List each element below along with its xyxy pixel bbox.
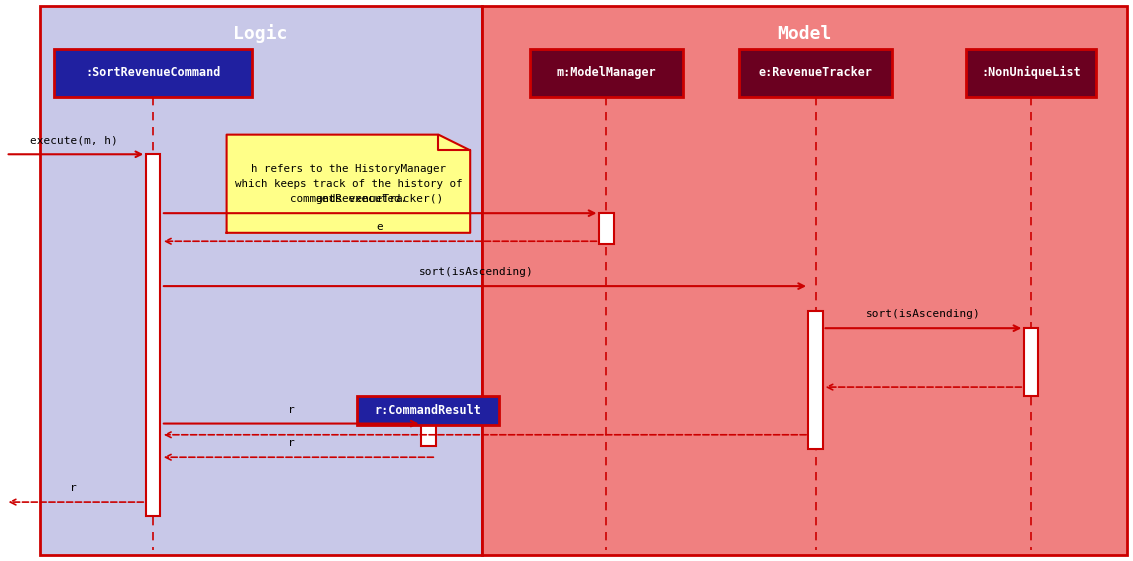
Text: Logic: Logic bbox=[233, 24, 288, 43]
Bar bbox=[482, 6, 1127, 555]
Bar bbox=[54, 49, 252, 96]
Text: e:RevenueTracker: e:RevenueTracker bbox=[759, 66, 872, 80]
Text: r: r bbox=[288, 438, 295, 448]
Bar bbox=[965, 49, 1097, 96]
Text: r: r bbox=[288, 404, 295, 415]
Bar bbox=[809, 311, 823, 449]
Bar bbox=[421, 412, 435, 446]
Bar bbox=[40, 6, 482, 555]
Bar bbox=[739, 49, 893, 96]
Bar bbox=[1024, 328, 1039, 396]
Polygon shape bbox=[227, 135, 470, 233]
Text: h refers to the HistoryManager
which keeps track of the history of
commands exec: h refers to the HistoryManager which kee… bbox=[235, 164, 462, 204]
Bar bbox=[358, 396, 499, 425]
Bar bbox=[599, 213, 614, 244]
Bar bbox=[530, 49, 682, 96]
Text: Model: Model bbox=[777, 25, 832, 43]
Text: e: e bbox=[376, 222, 383, 232]
Text: :NonUniqueList: :NonUniqueList bbox=[981, 66, 1081, 80]
Text: r: r bbox=[70, 483, 77, 493]
Text: sort(isAscending): sort(isAscending) bbox=[866, 309, 981, 319]
Text: :SortRevenueCommand: :SortRevenueCommand bbox=[85, 66, 221, 80]
Text: getRevenueTracker(): getRevenueTracker() bbox=[315, 194, 444, 204]
Text: sort(isAscending): sort(isAscending) bbox=[418, 267, 534, 277]
Bar bbox=[145, 154, 161, 516]
Text: m:ModelManager: m:ModelManager bbox=[556, 66, 656, 80]
Text: execute(m, h): execute(m, h) bbox=[29, 135, 118, 145]
Text: r:CommandResult: r:CommandResult bbox=[375, 404, 482, 417]
